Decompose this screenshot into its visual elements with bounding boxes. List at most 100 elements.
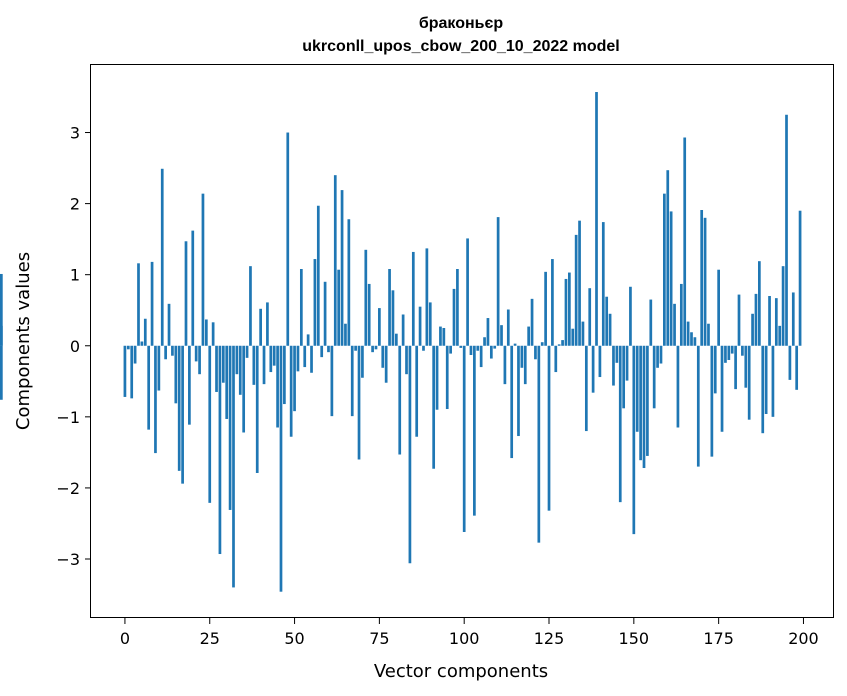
bar-131	[568, 272, 571, 346]
bar-132	[571, 328, 575, 346]
bar-68	[354, 345, 357, 351]
bar-30	[225, 345, 229, 419]
bar-195	[785, 114, 788, 346]
bar-54	[306, 334, 310, 346]
bar-143	[608, 313, 612, 346]
y-tick-label-2: 2	[70, 195, 80, 214]
bar-79	[391, 290, 395, 346]
bar-49	[289, 345, 293, 437]
bar-47	[283, 345, 286, 405]
x-tick-label-100: 100	[449, 629, 480, 648]
bar-138	[591, 345, 595, 393]
bar-97	[452, 288, 456, 346]
bar-100	[462, 345, 466, 532]
bar-122	[537, 345, 541, 543]
bar-6	[143, 318, 147, 346]
bar-147	[622, 345, 626, 409]
bar-130	[564, 278, 568, 346]
bar-87	[418, 306, 422, 346]
bar-182	[741, 345, 744, 356]
bar-77	[384, 345, 388, 383]
bar-63	[337, 269, 341, 346]
bar-5	[140, 341, 144, 346]
plot-frame	[90, 64, 834, 618]
bar-175	[717, 269, 720, 346]
bar-26	[211, 322, 215, 346]
bar-undefined	[0, 273, 3, 346]
bar-140	[598, 345, 602, 378]
bar-181	[737, 294, 741, 346]
bar-141	[601, 222, 605, 346]
bar-82	[401, 314, 405, 346]
bar-67	[350, 345, 354, 417]
bar-116	[517, 345, 520, 437]
bar-13	[167, 303, 171, 346]
bar-106	[483, 337, 486, 346]
bar-25	[208, 345, 212, 503]
bar-105	[479, 345, 483, 368]
bar-90	[428, 302, 432, 346]
bar-160	[666, 170, 670, 346]
bar-101	[466, 238, 469, 346]
bar-29	[221, 345, 225, 383]
bar-86	[415, 345, 419, 437]
y-tick-label-0: 0	[70, 337, 80, 356]
bar-169	[696, 345, 700, 467]
bar-46	[279, 345, 283, 592]
x-tick-label-75: 75	[369, 629, 389, 648]
bar-74	[374, 345, 378, 350]
bar-92	[435, 345, 439, 410]
bar-111	[500, 325, 503, 346]
bar-17	[181, 345, 184, 484]
bar-144	[612, 345, 615, 386]
bar-162	[673, 303, 676, 346]
bar-152	[639, 345, 642, 461]
bar-172	[707, 323, 710, 346]
bar-148	[625, 345, 629, 381]
bar-48	[286, 132, 290, 346]
bar-41	[262, 345, 266, 385]
bar-7	[147, 345, 151, 430]
bar-66	[347, 219, 351, 346]
bar-64	[340, 190, 344, 346]
bar-115	[513, 343, 517, 346]
bar-114	[510, 345, 514, 459]
bar-1	[126, 345, 130, 350]
bar-113	[506, 309, 510, 346]
bar-31	[228, 345, 232, 510]
bar-136	[584, 345, 588, 432]
x-tick-label-175: 175	[703, 629, 734, 648]
bar-176	[720, 345, 724, 432]
bar-145	[615, 345, 619, 363]
bar-107	[486, 318, 490, 346]
bar-191	[771, 345, 775, 417]
bar-125	[547, 345, 551, 511]
bar-159	[663, 193, 666, 346]
bar-28	[218, 345, 222, 555]
x-axis-label: Vector components	[374, 661, 548, 682]
x-tick-label-200: 200	[788, 629, 819, 648]
bar-80	[394, 333, 398, 346]
bar-98	[456, 269, 459, 346]
bar-10	[157, 345, 161, 391]
bar-165	[683, 137, 687, 346]
bar-168	[693, 337, 697, 346]
x-tick-label-0: 0	[120, 629, 130, 648]
bar-135	[581, 321, 585, 346]
bar-173	[710, 345, 714, 457]
bar-149	[629, 286, 632, 346]
bar-150	[632, 345, 636, 535]
bar-129	[561, 340, 564, 346]
bar-72	[367, 283, 371, 346]
bar-76	[381, 345, 385, 368]
bar-170	[700, 210, 704, 346]
chart-title-line-2: ukrconll_upos_cbow_200_10_2022 model	[302, 38, 619, 55]
bar-81	[398, 345, 402, 455]
bar-34	[238, 345, 242, 395]
bar-61	[330, 345, 334, 417]
bar-155	[649, 299, 653, 346]
bar-156	[652, 345, 656, 409]
bar-44	[272, 345, 276, 366]
bar-58	[320, 345, 324, 358]
